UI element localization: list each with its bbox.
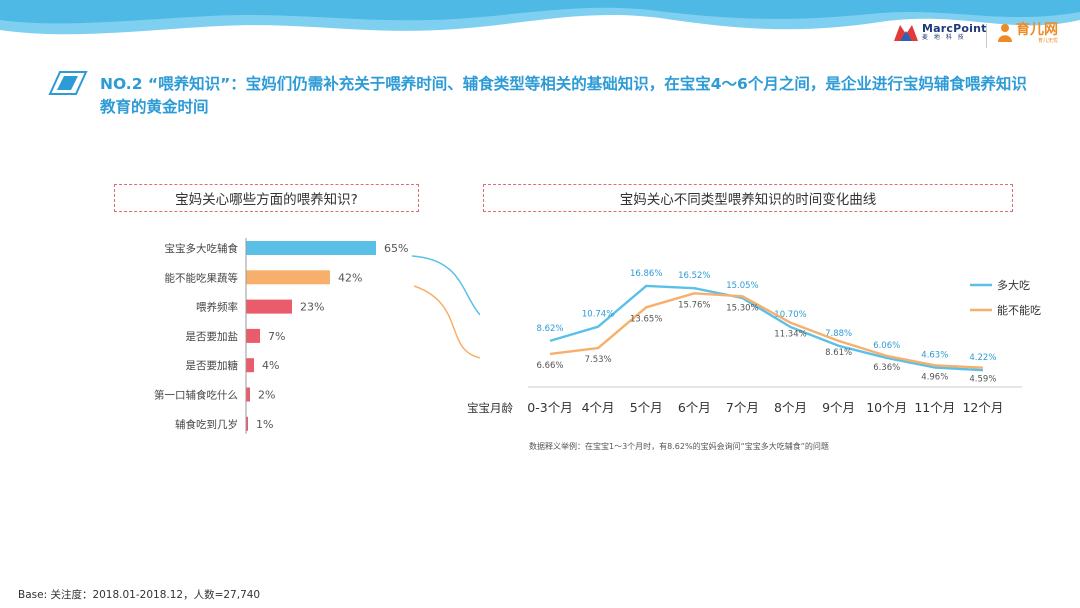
yuer-name: 育儿网 [1016, 22, 1058, 38]
data-label: 6.06% [873, 341, 900, 351]
base-footnote: Base: 关注度：2018.01-2018.12，人数=27,740 [18, 589, 261, 601]
x-tick-label: 4个月 [582, 400, 615, 415]
data-label: 15.05% [726, 281, 758, 291]
data-label: 16.86% [630, 269, 662, 279]
feeding-topics-bar-chart: 宝宝多大吃辅食 65% 能不能吃果蔬等 42% 喂养频率 23% 是否要加盐 7% 是否要加糖 4… [154, 238, 480, 434]
bar-category-label: 宝宝多大吃辅食 [165, 242, 239, 255]
bar-category-label: 是否要加盐 [186, 330, 239, 343]
data-label: 10.74% [582, 310, 614, 320]
yuer-logo-icon [998, 24, 1012, 42]
bar-category-label: 能不能吃果蔬等 [165, 271, 239, 284]
data-label: 7.88% [825, 329, 852, 339]
marcpoint-logo-icon [894, 25, 918, 41]
right-panel-title: 宝妈关心不同类型喂养知识的时间变化曲线 [483, 184, 1013, 212]
x-tick-label: 9个月 [822, 400, 855, 415]
yuer-logo: 育儿网 育儿无忧 [996, 22, 1058, 44]
data-label: 4.59% [969, 375, 996, 385]
x-tick-label: 0-3个月 [527, 400, 572, 415]
data-label: 6.66% [536, 361, 563, 371]
data-label: 16.52% [678, 271, 710, 281]
page-headline: NO.2 “喂养知识”：宝妈们仍需补充关于喂养时间、辅食类型等相关的基础知识，在… [100, 75, 1027, 116]
data-label: 13.65% [630, 314, 662, 324]
bar [246, 299, 292, 314]
bar-value-label: 23% [300, 301, 324, 314]
data-label: 4.22% [969, 353, 996, 363]
series-line [549, 284, 983, 372]
x-tick-label: 11个月 [914, 400, 955, 415]
x-tick-label: 5个月 [630, 400, 663, 415]
bar [246, 328, 260, 343]
legend-label: 能不能吃 [997, 303, 1041, 317]
top-wave-decoration [0, 0, 1080, 35]
marcpoint-name: MarcPoint [922, 21, 987, 35]
x-axis-label: 宝宝月龄 [467, 401, 513, 415]
connector-arrow-blue [411, 255, 480, 316]
x-tick-label: 8个月 [774, 400, 807, 415]
data-label: 8.62% [536, 324, 563, 334]
marcpoint-subtitle: 麦 地 科 技 [922, 33, 966, 41]
bar-value-label: 7% [268, 330, 285, 343]
bar-category-label: 第一口辅食吃什么 [154, 389, 238, 402]
data-note: 数据释义举例：在宝宝1～3个月时，有8.62%的宝妈会询问“宝宝多大吃辅食”的问… [529, 442, 829, 451]
series-line [549, 292, 983, 369]
bar-value-label: 1% [256, 418, 273, 431]
bar [246, 387, 250, 402]
bar-category-label: 喂养频率 [196, 301, 238, 314]
bar [246, 241, 376, 255]
data-label: 4.96% [921, 372, 948, 382]
logo-divider [986, 24, 987, 48]
bar-category-label: 是否要加糖 [186, 359, 239, 372]
data-label: 7.53% [585, 355, 612, 365]
data-label: 6.36% [873, 363, 900, 373]
feeding-topics-trend-chart: 0-3个月 4个月 5个月 6个月 7个月 8个月 9个月 10个月 11个月 12个月 宝宝月龄 8… [467, 269, 1041, 415]
bar-value-label: 65% [384, 242, 408, 255]
bar-category-label: 辅食吃到几岁 [175, 418, 238, 431]
bar [246, 416, 248, 431]
bar [246, 270, 330, 285]
bar-value-label: 2% [258, 389, 275, 402]
marcpoint-logo: MarcPoint 麦 地 科 技 [893, 22, 987, 42]
bar [246, 358, 254, 373]
x-tick-label: 10个月 [866, 400, 907, 415]
x-tick-label: 7个月 [726, 400, 759, 415]
x-tick-label: 6个月 [678, 400, 711, 415]
x-tick-label: 12个月 [962, 400, 1003, 415]
data-label: 11.34% [774, 330, 806, 340]
bar-value-label: 4% [262, 359, 279, 372]
data-label: 15.30% [726, 303, 758, 313]
yuer-subtitle: 育儿无忧 [1037, 38, 1058, 44]
data-label: 10.70% [774, 310, 806, 320]
connector-arrow-orange [413, 285, 480, 359]
data-label: 8.61% [825, 348, 852, 358]
title-bar-icon [48, 71, 88, 95]
left-panel-title: 宝妈关心哪些方面的喂养知识? [114, 184, 419, 212]
legend-label: 多大吃 [997, 278, 1030, 292]
bar-value-label: 42% [338, 271, 362, 284]
data-label: 4.63% [921, 350, 948, 360]
data-label: 15.76% [678, 300, 710, 310]
